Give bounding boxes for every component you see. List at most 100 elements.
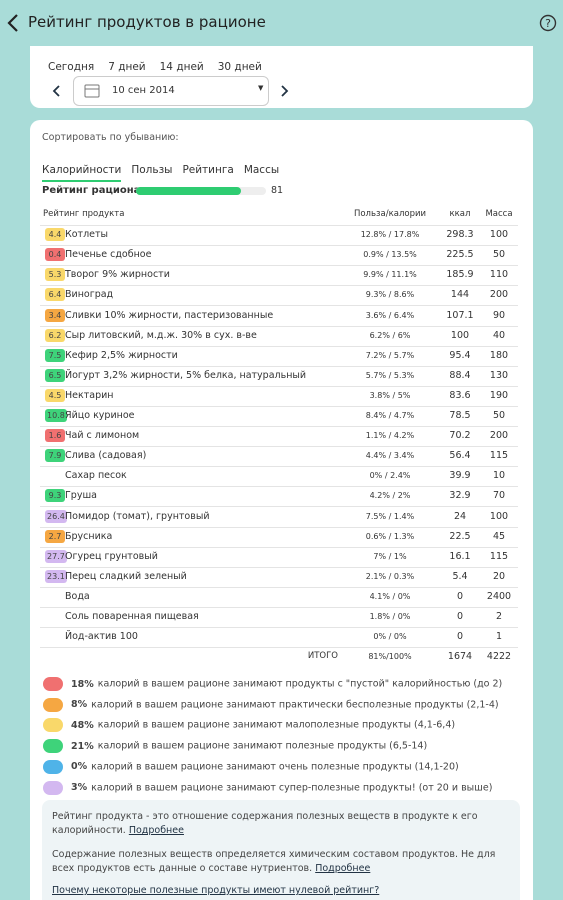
column-header: Масса — [485, 209, 513, 219]
legend-text: калорий в вашем рационе занимают супер-п… — [91, 782, 493, 793]
legend-percent: 18% — [71, 678, 94, 690]
kcal: 185.9 — [446, 269, 474, 281]
mass: 70 — [492, 490, 506, 502]
product-name: Кефир 2,5% жирности — [65, 349, 178, 361]
ratio: 3.6% / 6.4% — [365, 310, 415, 320]
date-picker[interactable]: 10 сен 2014 ▼ — [73, 76, 269, 106]
kcal: 78.5 — [449, 410, 471, 421]
ratio: 9.9% / 11.1% — [363, 270, 417, 280]
legend-dot — [43, 759, 63, 774]
table-row: Йод-актив 100 0% / 0% 0 1 — [40, 627, 518, 649]
kcal: 32.9 — [449, 490, 471, 502]
mass: 115 — [489, 450, 509, 462]
mass: 10 — [492, 470, 506, 482]
info-box: Рейтинг продукта - это отношение содержа… — [42, 800, 520, 900]
ratio: 1.8% / 0% — [369, 612, 411, 621]
rating-badge: 9.3 — [45, 489, 65, 503]
rating-bar — [136, 187, 242, 195]
product-name: Виноград — [65, 289, 114, 301]
legend-percent: 21% — [71, 740, 94, 752]
legend-dot — [43, 697, 63, 712]
sort-tab[interactable]: Рейтинга — [182, 164, 234, 176]
legend-item: 3% калорий в вашем рационе занимают супер… — [43, 780, 493, 795]
mass: 45 — [492, 530, 506, 542]
kcal: 5.4 — [452, 570, 468, 582]
date: 10 сен 2014 — [112, 85, 175, 96]
sort-tab[interactable]: Массы — [243, 164, 280, 176]
ratio: 7% / 1% — [373, 551, 407, 561]
product-name: Йод-актив 100 — [65, 631, 138, 643]
table-row: 7.9 Слива (садовая) 4.4% / 3.4% 56.4 115 — [40, 446, 518, 468]
mass: 20 — [492, 570, 506, 582]
diet-rating-value: 81 — [271, 185, 284, 196]
period-tab[interactable]: Сегодня — [48, 61, 95, 73]
table-row: 6.2 Сыр литовский, м.д.ж. 30% в сух. в-ве… — [40, 326, 518, 347]
rating-badge: 10.8 — [45, 409, 67, 422]
table-row: 26.4 Помидор (томат), грунтовый 7.5% / 1.4… — [40, 507, 518, 528]
mass: 200 — [489, 430, 509, 442]
kcal: 70.2 — [449, 430, 471, 442]
rating-badge: 1.6 — [45, 429, 65, 443]
product-name: Огурец грунтовый — [65, 550, 158, 562]
rating-card: Сортировать по убыванию: Калорийности Пол… — [30, 120, 533, 900]
mass: 1 — [495, 631, 503, 643]
ratio: 0.9% / 13.5% — [363, 250, 417, 260]
table-row: 4.5 Нектарин 3.8% / 5% 83.6 190 — [40, 386, 518, 407]
table-row: Соль поваренная пищевая 1.8% / 0% 0 2 — [40, 607, 518, 628]
link[interactable]: Почему некоторые полезные продукты имеют… — [52, 885, 380, 896]
period-tab[interactable]: 14 дней — [159, 61, 204, 73]
link[interactable]: Подробнее — [315, 863, 371, 874]
next-date[interactable] — [279, 84, 289, 98]
title: Рейтинг продуктов в рационе — [28, 13, 266, 31]
kcal: 144 — [450, 289, 470, 301]
ratio: 4.4% / 3.4% — [365, 451, 415, 461]
rating-badge: 6.4 — [45, 288, 65, 302]
legend-dot — [43, 718, 63, 733]
legend-item: 21% калорий в вашем рационе занимают поле… — [43, 739, 427, 754]
table-row: 6.4 Виноград 9.3% / 8.6% 144 200 — [40, 285, 518, 307]
rating-badge: 23.1 — [45, 569, 67, 583]
mass: 110 — [489, 269, 509, 281]
period-card: Сегодня 7 дней 14 дней 30 дней 10 сен 2014 … — [30, 46, 533, 108]
product-name: Помидор (томат), грунтовый — [65, 510, 210, 522]
table-row: 2.7 Брусника 0.6% / 1.3% 22.5 45 — [40, 527, 518, 548]
product-name: Печенье сдобное — [65, 249, 152, 261]
product-name: Сливки 10% жирности, пастеризованные — [65, 309, 274, 321]
period-tab[interactable]: 30 дней — [217, 61, 262, 73]
link[interactable]: Подробнее — [128, 825, 184, 836]
kcal: 24 — [453, 510, 467, 522]
svg-text:?: ? — [545, 17, 551, 30]
product-name: Вода — [65, 590, 90, 602]
mass: 180 — [489, 349, 509, 361]
period-tab[interactable]: 7 дней — [108, 61, 146, 73]
legend-item: 0% калорий в вашем рационе занимают очень… — [43, 759, 459, 774]
rating-badge: 0.4 — [45, 248, 65, 262]
info-text: Содержание полезных веществ определяется… — [52, 849, 496, 874]
rating-badge: 3.4 — [45, 308, 65, 322]
product-name: Творог 9% жирности — [65, 269, 170, 281]
product-name: Сахар песок — [65, 470, 127, 482]
kcal: 0 — [456, 590, 464, 602]
ratio: 0% / 0% — [373, 632, 407, 642]
product-name: Яйцо куриное — [65, 410, 135, 421]
table-row: 23.1 Перец сладкий зеленый 2.1% / 0.3% 5.4 2… — [40, 567, 518, 588]
ratio: 4.1% / 0% — [369, 591, 411, 601]
kcal: 83.6 — [449, 389, 471, 401]
mass: 190 — [489, 389, 509, 401]
mass: 90 — [492, 309, 506, 321]
ratio: 8.4% / 4.7% — [365, 411, 415, 420]
legend-percent: 3% — [71, 782, 88, 793]
rating-badge: 4.4 — [45, 228, 65, 242]
product-name: Соль поваренная пищевая — [65, 611, 199, 622]
back-button[interactable] — [6, 13, 20, 33]
sort-tab[interactable]: Пользы — [131, 164, 173, 176]
sort-tab[interactable]: Калорийности — [42, 164, 122, 182]
table-row: Сахар песок 0% / 2.4% 39.9 10 — [40, 466, 518, 488]
mass: 2400 — [486, 590, 512, 602]
prev-date[interactable] — [52, 84, 62, 98]
help-icon[interactable]: ? — [539, 14, 557, 32]
legend-text: калорий в вашем рационе занимают малопол… — [97, 719, 456, 731]
product-name: Брусника — [65, 530, 113, 542]
table-header: Рейтинг продукта Польза/калории ккал Масса — [40, 205, 518, 226]
